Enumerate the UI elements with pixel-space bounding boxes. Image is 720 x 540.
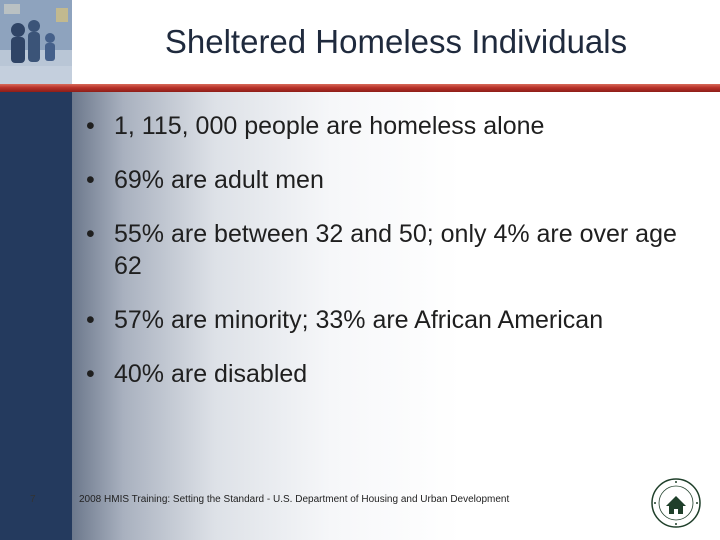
bullet-item: • 55% are between 32 and 50; only 4% are… — [84, 218, 684, 282]
bullet-list: • 1, 115, 000 people are homeless alone … — [84, 110, 684, 390]
content-background — [72, 92, 720, 540]
bullet-text: 55% are between 32 and 50; only 4% are o… — [114, 220, 677, 280]
header-photo-collage — [0, 0, 72, 84]
bullet-item: • 69% are adult men — [84, 164, 684, 196]
bullet-text: 69% are adult men — [114, 166, 324, 194]
page-number: 7 — [30, 494, 36, 505]
family-photo-image — [0, 0, 72, 84]
left-accent-band — [0, 92, 72, 540]
hud-seal-icon — [651, 478, 701, 528]
bullet-text: 40% are disabled — [114, 360, 308, 388]
bullet-marker: • — [86, 220, 95, 248]
bullet-item: • 57% are minority; 33% are African Amer… — [84, 304, 684, 336]
bullet-item: • 1, 115, 000 people are homeless alone — [84, 110, 684, 142]
bullet-marker: • — [86, 166, 95, 194]
bullet-marker: • — [86, 360, 95, 388]
bullet-text: 57% are minority; 33% are African Americ… — [114, 306, 604, 334]
bullet-item: • 40% are disabled — [84, 358, 684, 390]
bullet-marker: • — [86, 306, 95, 334]
title-divider — [0, 84, 720, 92]
bullet-text: 1, 115, 000 people are homeless alone — [114, 112, 545, 140]
footer-text: 2008 HMIS Training: Setting the Standard… — [79, 494, 510, 505]
slide-title: Sheltered Homeless Individuals — [164, 23, 628, 60]
bullet-marker: • — [86, 112, 95, 140]
